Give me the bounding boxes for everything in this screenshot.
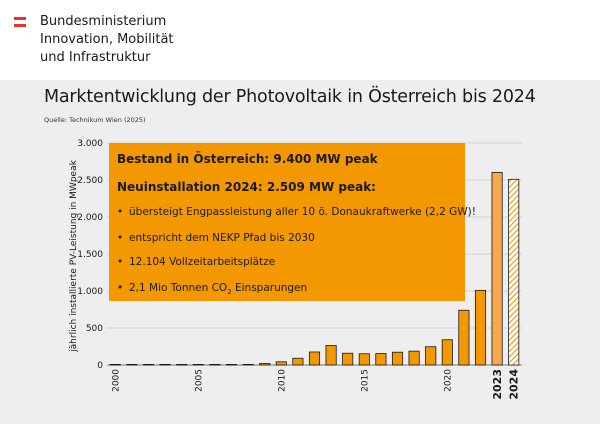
y-tick-label: 1.000 [77, 287, 103, 297]
info-bullet-4: • 2,1 Mio Tonnen CO2 Einsparungen [117, 282, 307, 296]
bullet-dot: • [117, 206, 124, 218]
bullet-dot: • [117, 282, 124, 294]
x-tick-label: 2020 [443, 369, 453, 392]
ministry-line-2: Innovation, Mobilität [40, 32, 174, 47]
chart-source: Quelle: Technikum Wien (2025) [44, 116, 146, 124]
ministry-line-1: Bundesministerium [40, 14, 167, 29]
info-bullet-2-text: entspricht dem NEKP Pfad bis 2030 [129, 232, 315, 244]
bullet-dot: • [117, 256, 124, 268]
x-tick-label: 2000 [111, 369, 121, 392]
y-tick-label: 1.500 [77, 250, 103, 260]
info-bullet-2: • entspricht dem NEKP Pfad bis 2030 [117, 232, 315, 244]
y-tick-label: 0 [97, 361, 103, 371]
info-heading-new: Neuinstallation 2024: 2.509 MW peak: [117, 180, 376, 194]
ministry-line-3: und Infrastruktur [40, 50, 151, 65]
info-heading-stock: Bestand in Österreich: 9.400 MW peak [117, 152, 378, 166]
info-bullet-4-suffix: Einsparungen [231, 282, 308, 294]
bar-2011 [292, 357, 304, 366]
bar-2018 [408, 350, 420, 366]
bar-2023 [491, 171, 503, 366]
bullet-dot: • [117, 232, 124, 244]
x-tick-label: 2023 [491, 369, 504, 400]
ministry-logo-text: Bundesministerium Innovation, Mobilität … [40, 13, 174, 67]
bar-2010 [275, 361, 287, 366]
x-tick-label: 2010 [277, 369, 287, 392]
y-tick-label: 2.000 [77, 213, 103, 223]
bar-2005 [192, 363, 204, 366]
y-tick-label: 3.000 [77, 139, 103, 149]
bar-2008 [242, 363, 254, 366]
bar-2007 [225, 363, 238, 366]
info-bullet-3: • 12.104 Vollzeitarbeitsplätze [117, 256, 275, 268]
y-tick-label: 500 [86, 324, 103, 334]
bar-2019 [425, 346, 437, 366]
bar-2021 [458, 309, 470, 366]
info-bullet-1: • übersteigt Engpassleistung aller 10 ö. … [117, 206, 476, 218]
bar-2013 [325, 345, 337, 366]
bar-2017 [391, 351, 404, 366]
y-tick-label: 2.500 [77, 176, 103, 186]
bar-2012 [308, 351, 321, 366]
bar-2022 [474, 289, 487, 366]
bar-2016 [375, 353, 387, 366]
bar-2015 [358, 353, 370, 366]
info-bullet-1-text: übersteigt Engpassleistung aller 10 ö. D… [129, 206, 476, 218]
bar-2009 [259, 363, 271, 366]
bar-2004 [176, 363, 188, 366]
info-bullet-3-text: 12.104 Vollzeitarbeitsplätze [129, 256, 276, 268]
bar-2000 [109, 363, 121, 366]
bar-2020 [441, 339, 453, 366]
austria-flag-icon [14, 17, 26, 27]
bar-2001 [126, 363, 138, 366]
bar-2002 [142, 363, 155, 366]
bar-2006 [209, 363, 221, 366]
x-tick-label: 2015 [360, 369, 370, 392]
header: Bundesministerium Innovation, Mobilität … [0, 0, 600, 80]
info-box: Bestand in Österreich: 9.400 MW peak Neu… [109, 143, 476, 301]
bar-2024 [508, 178, 520, 366]
bar-2003 [159, 363, 171, 366]
x-tick-label: 2024 [508, 369, 521, 400]
chart-title: Marktentwicklung der Photovoltaik in Öst… [44, 87, 536, 107]
co2-subscript: 2 [227, 288, 232, 297]
bar-2014 [342, 352, 354, 366]
info-bullet-4-prefix: 2,1 Mio Tonnen CO [129, 282, 228, 294]
x-tick-label: 2005 [194, 369, 204, 392]
y-axis-label: jährlich installierte PV-Leistung in MWp… [69, 159, 79, 352]
